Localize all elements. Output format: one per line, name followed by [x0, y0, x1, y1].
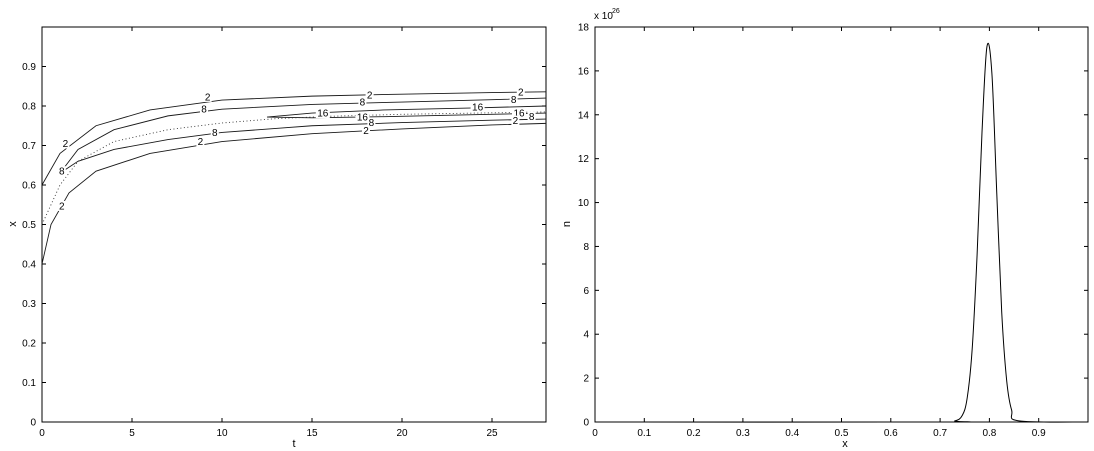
contour-label: 8 [59, 167, 65, 178]
left-plot-frame [41, 26, 547, 423]
contour-label: 2 [513, 116, 519, 127]
right-y-tick-label: 4 [583, 330, 589, 341]
left-y-tick-label: 0.6 [22, 181, 36, 192]
right-y-tick-label: 6 [583, 286, 589, 297]
contour-label: 8 [201, 105, 207, 116]
left-y-ticks: 0 0.1 0.2 0.3 0.4 0.5 0.6 0.7 0.8 0.9 [22, 62, 546, 429]
left-y-tick-label: 0.4 [22, 260, 36, 271]
right-x-tick-label: 0.6 [884, 428, 898, 439]
right-y-tick-label: 12 [578, 154, 590, 165]
contour-label: 2 [63, 139, 69, 150]
right-y-tick-label: 8 [583, 242, 589, 253]
left-x-axis-title: t [292, 438, 295, 450]
left-x-tick-label: 10 [216, 428, 228, 439]
left-x-ticks: 0 5 10 15 20 25 [39, 27, 498, 439]
right-x-axis-title: x [842, 438, 848, 450]
contour-lines [41, 91, 547, 265]
right-x-tick-label: 0.1 [637, 428, 651, 439]
right-x-tick-label: 0.3 [736, 428, 750, 439]
contour-level-8-3 [59, 118, 547, 174]
left-y-tick-label: 0.9 [22, 62, 36, 73]
contour-label: 8 [369, 118, 375, 129]
y-multiplier-exponent: 26 [612, 8, 620, 15]
contour-label-bg [196, 136, 205, 147]
contour-label-bg [470, 101, 485, 112]
contour-label-bg [509, 94, 518, 105]
contour-level-8-1 [59, 97, 547, 174]
contour-label: 2 [59, 201, 65, 212]
right-y-tick-label: 0 [583, 418, 589, 429]
right-x-ticks: 0 0.1 0.2 0.3 0.4 0.5 0.6 0.7 0.8 0.9 [592, 27, 1046, 439]
line-chart: 0 0.1 0.2 0.3 0.4 0.5 0.6 0.7 0.8 0.9 0 2 4 6 8 10 12 14… [561, 8, 1089, 450]
contour-label: 2 [363, 126, 369, 137]
contour-label-bg [315, 108, 330, 119]
contour-level-2-0 [41, 91, 547, 186]
right-plot-frame [594, 26, 1089, 423]
contour-level-16-2 [266, 105, 547, 119]
right-x-tick-label: 0 [592, 428, 598, 439]
contour-label: 16 [472, 102, 484, 113]
left-y-tick-label: 0.7 [22, 141, 36, 152]
left-y-tick-label: 0.1 [22, 378, 36, 389]
contour-label-bg [365, 89, 374, 100]
left-y-tick-label: 0.2 [22, 339, 36, 350]
left-y-tick-label: 0.8 [22, 102, 36, 113]
right-y-axis-title: n [561, 221, 573, 227]
contour-label: 8 [511, 95, 517, 106]
left-y-tick-label: 0.3 [22, 299, 36, 310]
right-y-tick-label: 18 [578, 23, 590, 34]
left-x-tick-label: 15 [306, 428, 318, 439]
contour-label-bg [200, 104, 208, 115]
contour-label: 2 [367, 90, 373, 101]
left-x-tick-label: 5 [129, 428, 135, 439]
contour-label-bg [367, 117, 376, 128]
left-x-tick-label: 20 [396, 428, 408, 439]
right-y-tick-label: 16 [578, 66, 590, 77]
contour-label: 8 [212, 128, 218, 139]
right-x-tick-label: 0.5 [835, 428, 849, 439]
contour-label-bg [527, 111, 536, 122]
left-y-tick-label: 0 [30, 418, 36, 429]
contour-label-bg [210, 127, 219, 138]
left-y-axis-title: x [7, 221, 19, 227]
contour-label-bg [362, 125, 370, 136]
contour-label: 16 [317, 109, 329, 120]
contour-label-bg [516, 86, 525, 97]
contour-label: 2 [198, 137, 204, 148]
left-y-tick-label: 0.5 [22, 220, 36, 231]
right-y-ticks: 0 2 4 6 8 10 12 14 16 18 [578, 23, 1088, 429]
contour-label: 8 [360, 98, 366, 109]
right-x-tick-label: 0.2 [687, 428, 701, 439]
contour-label: 16 [357, 113, 369, 124]
contour-label-bg [511, 115, 520, 126]
density-curve-0 [594, 42, 1089, 423]
right-x-tick-label: 0.9 [1032, 428, 1046, 439]
contour-label-bg [57, 200, 66, 211]
contour-level-2-4 [41, 122, 547, 265]
line-series [594, 42, 1089, 423]
contour-label-bg [57, 166, 66, 177]
contour-label: 8 [529, 112, 535, 123]
right-y-tick-label: 2 [583, 374, 589, 385]
left-x-tick-label: 25 [486, 428, 498, 439]
right-x-tick-label: 0.7 [933, 428, 947, 439]
contour-label: 2 [518, 87, 524, 98]
y-multiplier-base: x 10 [594, 11, 613, 22]
contour-label-bg [358, 97, 367, 108]
left-x-tick-label: 0 [39, 428, 45, 439]
contour-label-bg [61, 138, 70, 149]
dotted-ridge-curve [41, 111, 547, 225]
contour-label: 2 [205, 92, 211, 103]
contour-label-bg [355, 112, 370, 123]
contour-label-bg [203, 91, 212, 102]
contour-label-bg [512, 108, 526, 119]
right-y-tick-label: 10 [578, 198, 590, 209]
right-y-tick-label: 14 [578, 110, 590, 121]
contour-label: 16 [513, 109, 525, 120]
right-x-tick-label: 0.8 [982, 428, 996, 439]
right-x-tick-label: 0.4 [785, 428, 799, 439]
